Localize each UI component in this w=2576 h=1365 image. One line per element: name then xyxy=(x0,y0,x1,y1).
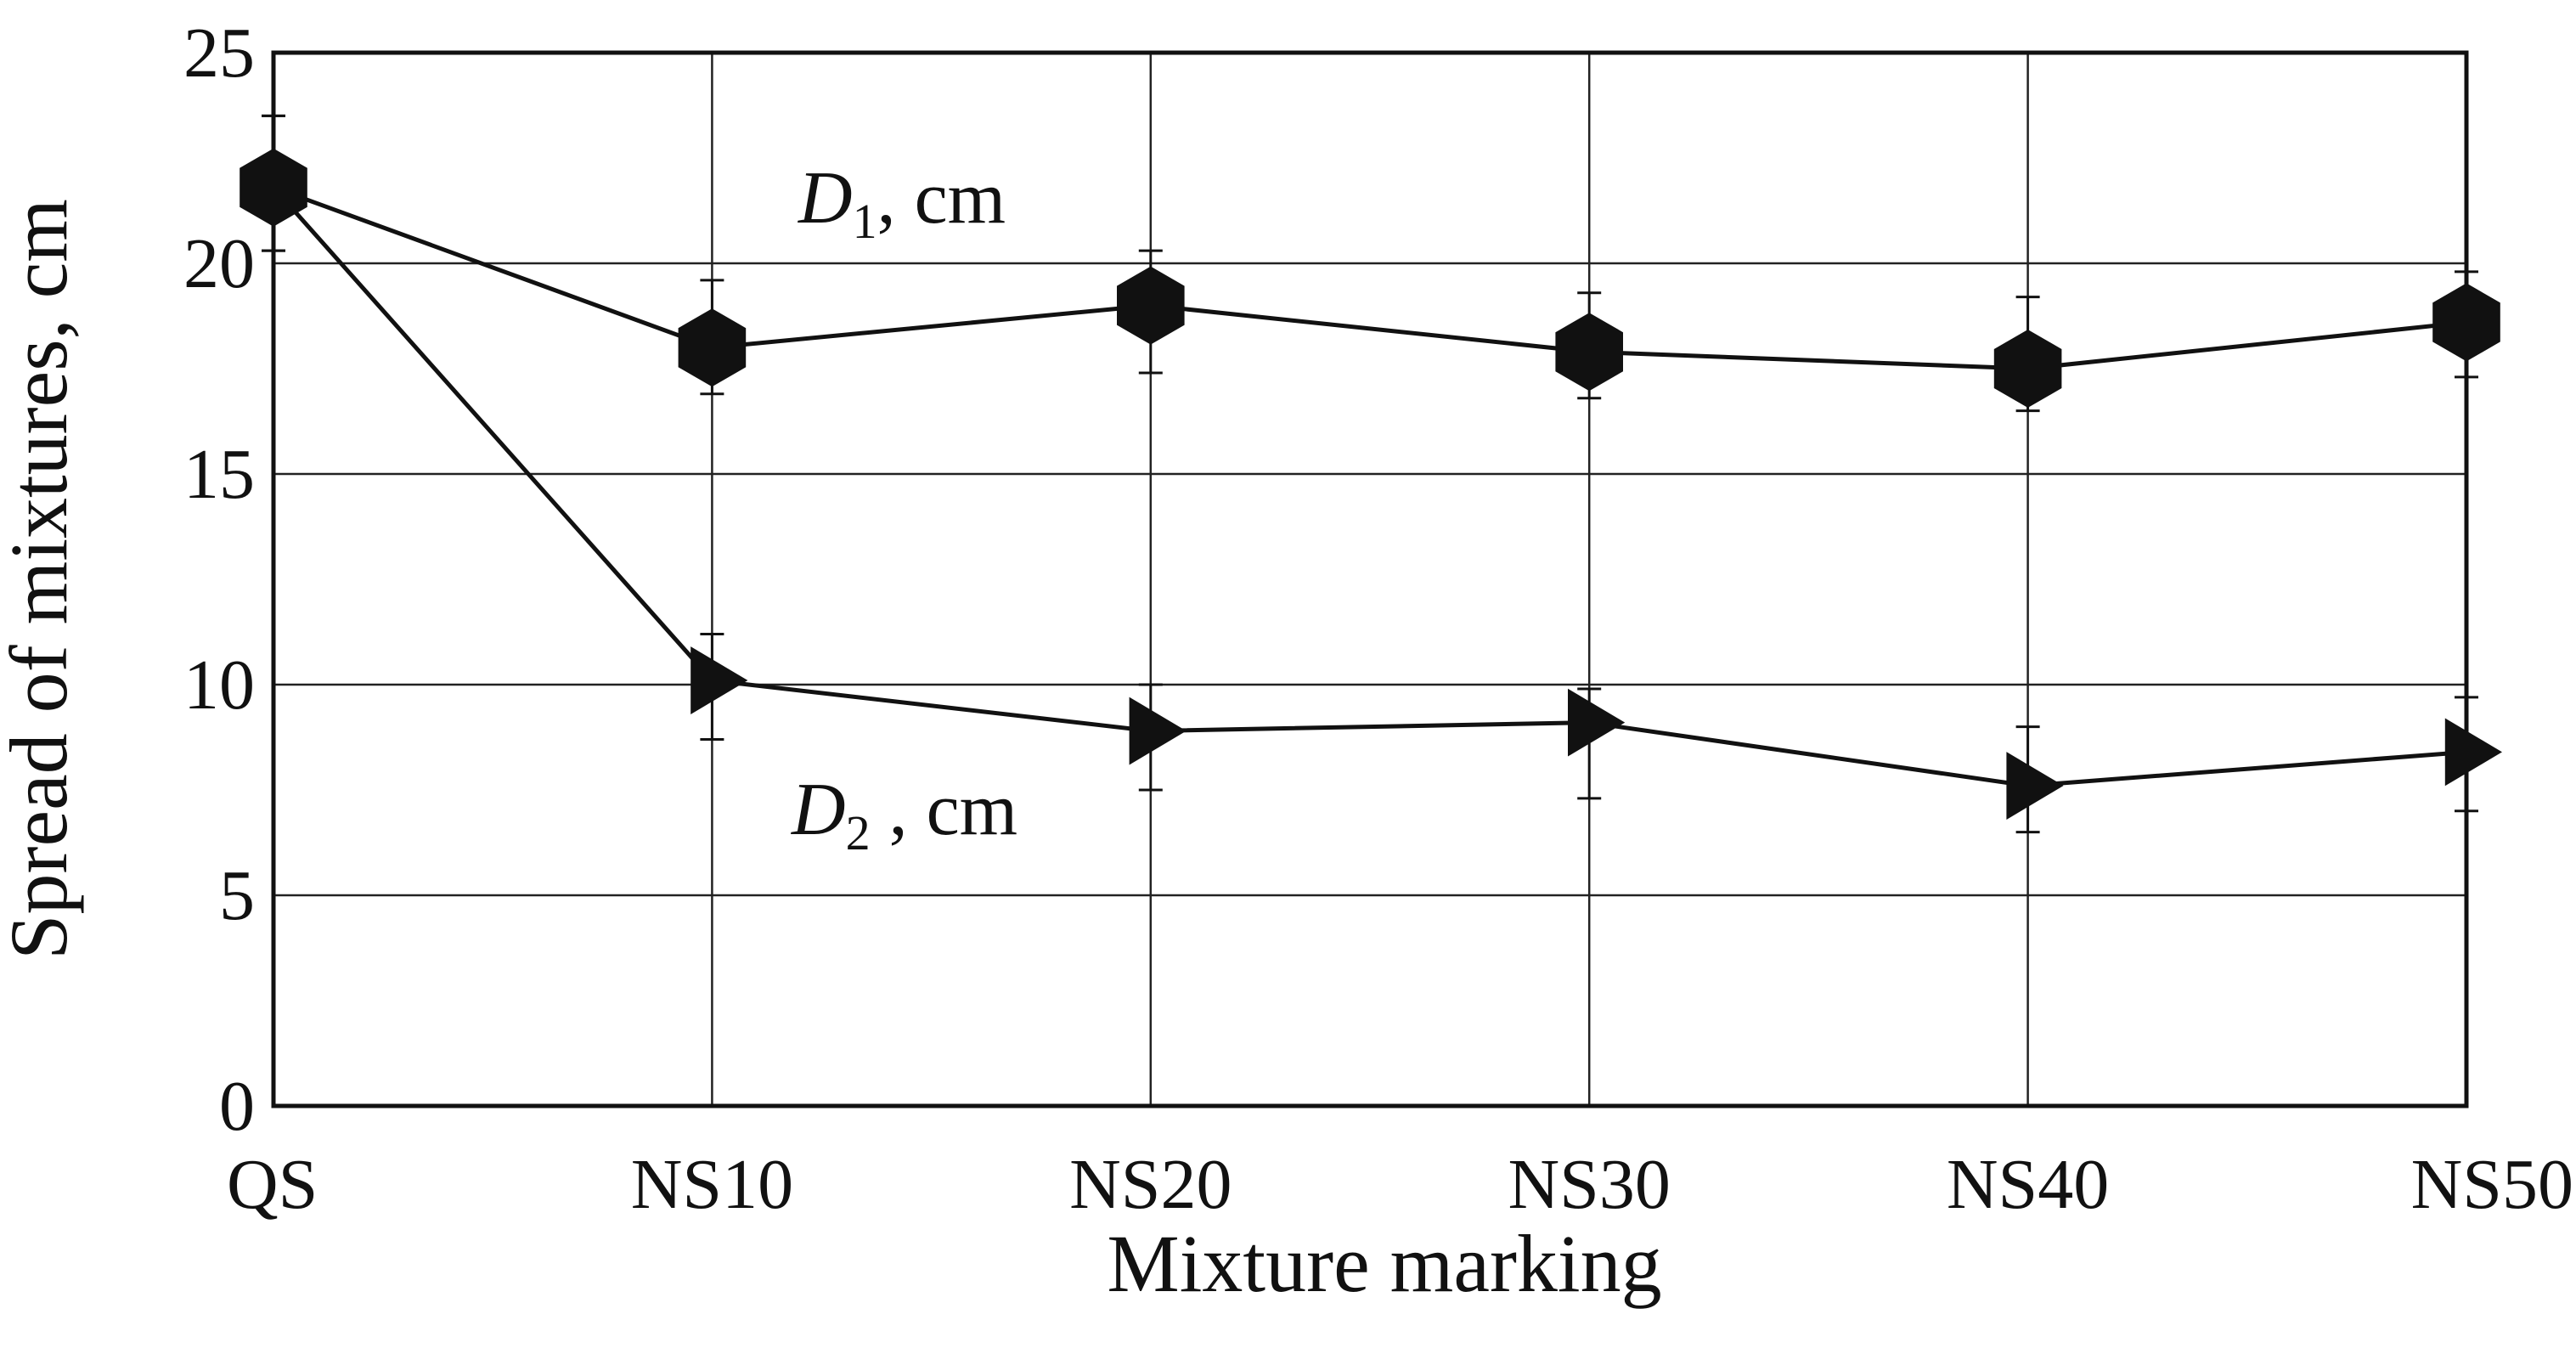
y-tick-labels: 0 5 10 15 20 25 xyxy=(183,14,255,1146)
marker-d1-point xyxy=(678,308,747,387)
marker-d2-point xyxy=(691,646,748,714)
series-label-d1-main: D xyxy=(798,157,853,240)
series-line-d2 xyxy=(272,186,2467,788)
x-tick-labels: QS NS10 NS20 NS30 NS40 NS50 xyxy=(227,1145,2573,1224)
series-lines xyxy=(272,185,2467,788)
x-tick-label: NS30 xyxy=(1508,1145,1671,1224)
marker-d2-point xyxy=(1568,688,1626,757)
x-tick-label: QS xyxy=(227,1145,318,1224)
series-label-d2-main: D xyxy=(791,769,846,851)
y-tick-label: 10 xyxy=(183,646,255,725)
plot-frame xyxy=(271,50,2469,1108)
x-tick-label: NS40 xyxy=(1947,1145,2109,1224)
grid-layer xyxy=(272,51,2468,1108)
x-tick-label: NS10 xyxy=(631,1145,793,1224)
marker-d2-point xyxy=(1129,697,1187,765)
marker-d1-point xyxy=(1993,330,2062,408)
series-label-d1: D1, cm xyxy=(798,157,1006,249)
x-tick-label: NS20 xyxy=(1069,1145,1232,1224)
series-label-d2: D2 , cm xyxy=(791,769,1017,860)
x-tick-label: NS50 xyxy=(2411,1145,2573,1224)
series-label-d1-sub: 1 xyxy=(853,194,877,249)
y-tick-label: 20 xyxy=(183,224,255,303)
series-label-d2-sub: 2 xyxy=(846,805,871,860)
marker-d1-point xyxy=(1555,313,1623,392)
y-tick-label: 0 xyxy=(219,1067,255,1146)
marker-d1-point xyxy=(2432,283,2500,362)
y-tick-label: 5 xyxy=(219,856,255,935)
x-axis-title: Mixture marking xyxy=(1107,1218,1661,1309)
marker-d1-point xyxy=(1117,266,1185,345)
marker-d2-point xyxy=(2006,752,2064,820)
series-markers xyxy=(240,148,2502,820)
y-axis-title: Spread of mixtures, cm xyxy=(0,199,84,960)
y-tick-label: 15 xyxy=(183,435,255,514)
y-tick-label: 25 xyxy=(183,14,255,93)
marker-d1-point xyxy=(240,148,307,227)
series-label-d1-unit: , cm xyxy=(877,157,1006,240)
series-line-d1 xyxy=(273,185,2467,371)
series-label-d2-unit: , cm xyxy=(871,769,1018,851)
marker-d2-point xyxy=(2444,718,2502,787)
